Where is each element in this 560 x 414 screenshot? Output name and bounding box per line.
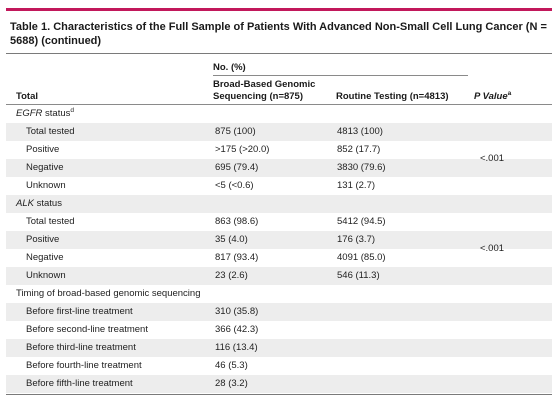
section-pvalue: <.001: [480, 153, 505, 164]
row-label: Positive: [26, 144, 60, 155]
table-row: Before first-line treatment 310 (35.8): [6, 303, 552, 321]
header-broad-line1: Broad-Based Genomic: [213, 79, 316, 90]
table-row: Positive >175 (>20.0) 852 (17.7): [6, 141, 552, 159]
title-accent-rule: [6, 8, 552, 11]
title-divider: [6, 53, 552, 54]
table-row: Before fifth-line treatment 28 (3.2): [6, 375, 552, 393]
routine-value: 4091 (85.0): [337, 252, 386, 263]
header-routine: Routine Testing (n=4813): [336, 91, 449, 102]
row-label: Negative: [26, 252, 64, 263]
broad-value: >175 (>20.0): [215, 144, 270, 155]
broad-value: 46 (5.3): [215, 360, 248, 371]
section-label-footnote: d: [70, 106, 75, 114]
header-pvalue-label: P Value: [474, 91, 508, 102]
header-no-pct: No. (%): [213, 62, 246, 73]
broad-value: <5 (<0.6): [215, 180, 254, 191]
table-row: Unknown <5 (<0.6) 131 (2.7): [6, 177, 552, 195]
routine-value: 5412 (94.5): [337, 216, 386, 227]
section-label-italic: ALK: [16, 198, 34, 209]
table-row: Negative 695 (79.4) 3830 (79.6): [6, 159, 552, 177]
header-pvalue-sup: a: [507, 89, 512, 97]
broad-value: 23 (2.6): [215, 270, 248, 281]
routine-value: 176 (3.7): [337, 234, 376, 245]
broad-value: 310 (35.8): [215, 306, 259, 317]
broad-value: 35 (4.0): [215, 234, 248, 245]
header-broad-line2: Sequencing (n=875): [213, 91, 304, 102]
broad-value: 863 (98.6): [215, 216, 259, 227]
row-label: Unknown: [26, 270, 66, 281]
routine-value: 131 (2.7): [337, 180, 376, 191]
row-label: Negative: [26, 162, 64, 173]
row-label: Before first-line treatment: [26, 306, 133, 317]
routine-value: 3830 (79.6): [337, 162, 386, 173]
row-label: Before fourth-line treatment: [26, 360, 142, 371]
header-bottom-rule: [6, 104, 552, 105]
broad-value: 695 (79.4): [215, 162, 259, 173]
table-row: Before second-line treatment 366 (42.3): [6, 321, 552, 339]
header-no-pct-rule: [213, 75, 468, 76]
section-label-text: Timing of broad-based genomic sequencing: [16, 288, 201, 299]
section-row: EGFR statusd: [6, 105, 552, 123]
row-label: Before fifth-line treatment: [26, 378, 133, 389]
broad-value: 875 (100): [215, 126, 256, 137]
routine-value: 4813 (100): [337, 126, 383, 137]
row-label: Positive: [26, 234, 60, 245]
table-row: Total tested 863 (98.6) 5412 (94.5): [6, 213, 552, 231]
row-label: Before third-line treatment: [26, 342, 136, 353]
broad-value: 366 (42.3): [215, 324, 259, 335]
header-total: Total: [16, 91, 38, 102]
section-label-italic: EGFR: [16, 108, 43, 119]
section-row: Timing of broad-based genomic sequencing: [6, 285, 552, 303]
broad-value: 817 (93.4): [215, 252, 259, 263]
routine-value: 852 (17.7): [337, 144, 381, 155]
section-pvalue: <.001: [480, 243, 505, 254]
routine-value: 546 (11.3): [337, 270, 380, 281]
row-label: Total tested: [26, 216, 75, 227]
broad-value: 28 (3.2): [215, 378, 248, 389]
table-row: Total tested 875 (100) 4813 (100): [6, 123, 552, 141]
section-label: Timing of broad-based genomic sequencing: [16, 285, 200, 303]
table-row: Unknown 23 (2.6) 546 (11.3): [6, 267, 552, 285]
row-label: Before second-line treatment: [26, 324, 148, 335]
section-label-text: status: [42, 108, 71, 119]
table-bottom-rule: [6, 394, 552, 395]
table-row: Negative 817 (93.4) 4091 (85.0): [6, 249, 552, 267]
section-label: ALK status: [16, 195, 62, 213]
section-label-text: status: [33, 198, 62, 209]
broad-value: 116 (13.4): [215, 342, 258, 353]
header-pvalue: P Valuea: [474, 89, 512, 102]
section-label: EGFR statusd: [16, 105, 74, 123]
table-title: Table 1. Characteristics of the Full Sam…: [10, 21, 547, 47]
table-row: Positive 35 (4.0) 176 (3.7): [6, 231, 552, 249]
row-label: Total tested: [26, 126, 75, 137]
row-label: Unknown: [26, 180, 66, 191]
table-row: Before third-line treatment 116 (13.4): [6, 339, 552, 357]
table-row: Before fourth-line treatment 46 (5.3): [6, 357, 552, 375]
section-row: ALK status: [6, 195, 552, 213]
